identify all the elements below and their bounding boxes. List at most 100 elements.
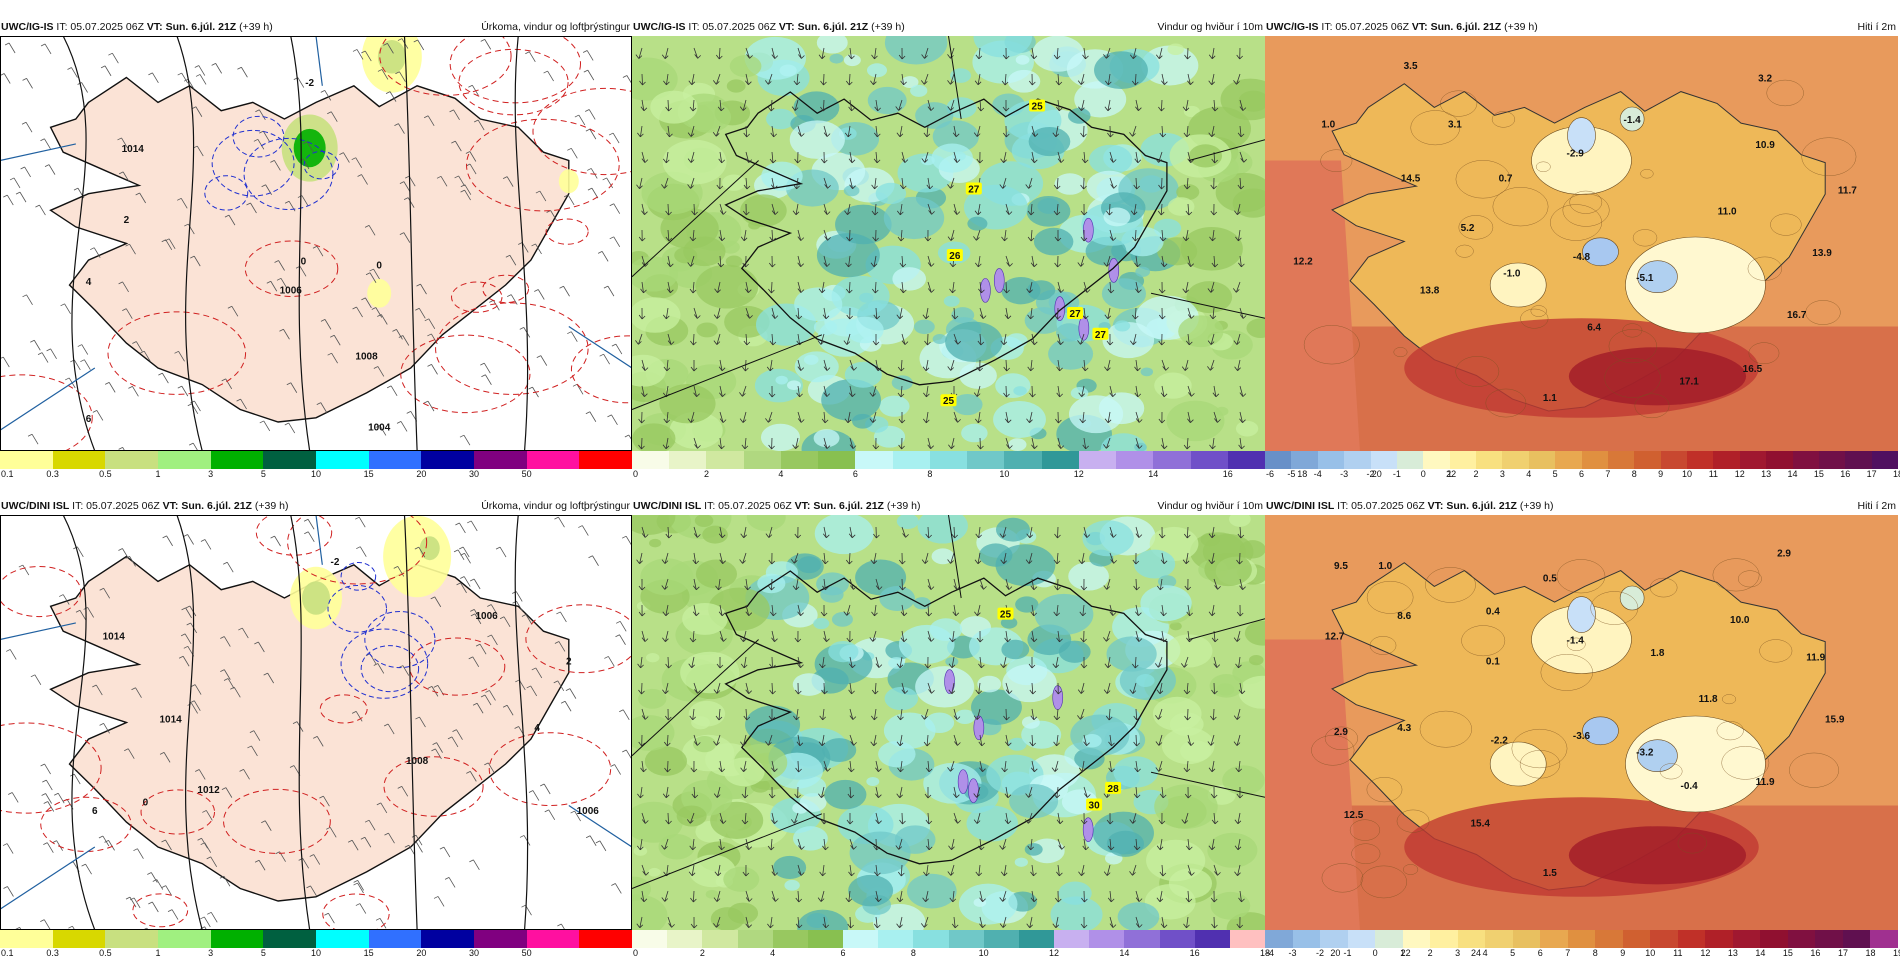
colorbar-tick-label: 10 — [310, 469, 322, 479]
valid-time: Sun. 6.júl. 21Z — [165, 21, 237, 33]
colorbar-swatch — [1607, 451, 1635, 469]
colorbar-tick-label: 0 — [633, 469, 639, 479]
colorbar-swatch — [1159, 930, 1195, 948]
precip-area — [302, 581, 330, 615]
temperature-label: 9.5 — [1334, 561, 1348, 572]
colorbar-swatch — [929, 451, 968, 469]
colorbar-tick-label: 8 — [927, 469, 933, 479]
panel-precip-top: UWC/IG-IS IT: 05.07.2025 06Z VT: Sun. 6.… — [0, 18, 633, 483]
colorbar-tick-label: 3 — [208, 469, 214, 479]
colorbar-tick-label: 9 — [1658, 469, 1664, 479]
init-time: IT: 05.07.2025 06Z — [56, 21, 144, 33]
panel-title: Hiti í 2m — [1857, 500, 1896, 512]
panel-temp-top: UWC/IG-IS IT: 05.07.2025 06Z VT: Sun. 6.… — [1265, 18, 1900, 483]
colorbar-swatch — [579, 451, 633, 469]
temperature-label: 11.0 — [1718, 206, 1737, 217]
valid-time: Sun. 6.júl. 21Z — [813, 500, 884, 512]
temperature-label: 12.7 — [1325, 632, 1345, 643]
colorbar-swatch — [1292, 930, 1321, 948]
temperature-label: 10.0 — [1730, 615, 1750, 626]
colorbar-tick-label: 50 — [521, 469, 532, 479]
valid-time-label: VT: — [794, 500, 811, 512]
panel-header: UWC/IG-IS IT: 05.07.2025 06Z VT: Sun. 6.… — [0, 18, 632, 36]
temperature-label: -3.2 — [1636, 748, 1654, 759]
panel-temp-bottom: UWC/DINI ISL IT: 05.07.2025 06Z VT: Sun.… — [1265, 497, 1900, 962]
colorbar-swatch — [818, 451, 856, 469]
svg-text:26: 26 — [949, 251, 961, 262]
temperature-label: 1.0 — [1321, 119, 1335, 130]
colorbar-swatch — [1265, 451, 1292, 469]
model-name: UWC/IG-IS — [633, 21, 686, 33]
colorbar-swatch — [1116, 451, 1154, 469]
map-canvas: 25 28 30 — [632, 515, 1265, 930]
colorbar-swatch — [1375, 930, 1403, 948]
colorbar-tick-label: 15 — [363, 469, 374, 479]
colorbar-swatch — [667, 930, 703, 948]
contour-label: 0 — [376, 260, 382, 271]
contour-label: 0 — [143, 798, 149, 809]
colorbar-swatch — [1760, 930, 1788, 948]
colorbar-tick-label: 4 — [1526, 469, 1532, 479]
colorbar-swatch — [702, 930, 738, 948]
svg-text:25: 25 — [943, 396, 955, 407]
precip-area — [558, 169, 579, 194]
panel-precip-bottom: UWC/DINI ISL IT: 05.07.2025 06Z VT: Sun.… — [0, 497, 633, 962]
lead-time: (+39 h) — [254, 500, 289, 512]
gust-max-label: 25 — [1029, 99, 1046, 113]
colorbar-swatch — [0, 930, 53, 948]
contour-label: 6 — [92, 806, 98, 817]
colorbar-swatch — [1512, 930, 1541, 948]
temperature-label: 11.9 — [1806, 652, 1825, 663]
colorbar-swatch — [983, 930, 1019, 948]
colorbar — [0, 930, 633, 948]
init-time: IT: 05.07.2025 06Z — [1337, 500, 1425, 512]
colorbar-swatch — [1054, 930, 1090, 948]
colorbar-tick-label: -3 — [1340, 469, 1349, 479]
colorbar-tick-label: 20 — [416, 469, 427, 479]
colorbar-swatch — [878, 930, 914, 948]
temperature-label: 8.6 — [1397, 611, 1411, 622]
temperature-label: 11.9 — [1756, 777, 1775, 788]
map-area: 25 27 26 27 27 25 — [632, 36, 1265, 451]
contour-label: 1006 — [577, 806, 600, 817]
colorbar-tick-label: 10 — [999, 469, 1010, 479]
colorbar-swatch — [1227, 451, 1265, 469]
colorbar-tick-label: 6 — [1578, 469, 1585, 479]
colorbar-swatch — [579, 930, 633, 948]
temperature-label: 11.7 — [1838, 186, 1857, 197]
temperature-label: 6.4 — [1587, 323, 1601, 334]
colorbar-swatch — [421, 451, 475, 469]
colorbar-swatch — [1402, 930, 1431, 948]
colorbar-swatch — [316, 451, 369, 469]
temperature-label: -2.2 — [1491, 735, 1509, 746]
colorbar-tick-label: -5 — [1287, 469, 1296, 479]
colorbar-swatch — [780, 451, 819, 469]
colorbar-swatch — [1502, 451, 1529, 469]
colorbar-tick-label: 3 — [1499, 469, 1505, 479]
lead-time: (+39 h) — [1519, 500, 1554, 512]
colorbar-swatch — [1818, 451, 1846, 469]
lead-time: (+39 h) — [1504, 21, 1538, 33]
colorbar-swatch — [1449, 451, 1476, 469]
temperature-label: 4.3 — [1397, 723, 1411, 734]
colorbar-swatch — [1595, 930, 1623, 948]
colorbar-swatch — [1792, 451, 1819, 469]
colorbar-swatch — [1622, 930, 1651, 948]
colorbar-swatch — [474, 451, 527, 469]
model-name: UWC/DINI ISL — [1, 500, 70, 512]
panel-header: UWC/DINI ISL IT: 05.07.2025 06Z VT: Sun.… — [1265, 497, 1898, 515]
colorbar-swatch — [1871, 451, 1898, 469]
colorbar-swatch — [737, 930, 773, 948]
temperature-label: 16.5 — [1743, 364, 1763, 375]
init-time: IT: 05.07.2025 06Z — [688, 21, 776, 33]
temperature-label: 5.2 — [1461, 223, 1475, 234]
colorbar-swatch — [210, 451, 264, 469]
colorbar-swatch — [632, 930, 668, 948]
colorbar-tick-label: 0.3 — [46, 469, 59, 479]
panel-header: UWC/DINI ISL IT: 05.07.2025 06Z VT: Sun.… — [0, 497, 632, 515]
colorbar-swatch — [1344, 451, 1371, 469]
colorbar-swatch — [843, 930, 879, 948]
colorbar-swatch — [1766, 451, 1793, 469]
svg-text:30: 30 — [1089, 801, 1101, 812]
precip-area — [367, 278, 392, 308]
